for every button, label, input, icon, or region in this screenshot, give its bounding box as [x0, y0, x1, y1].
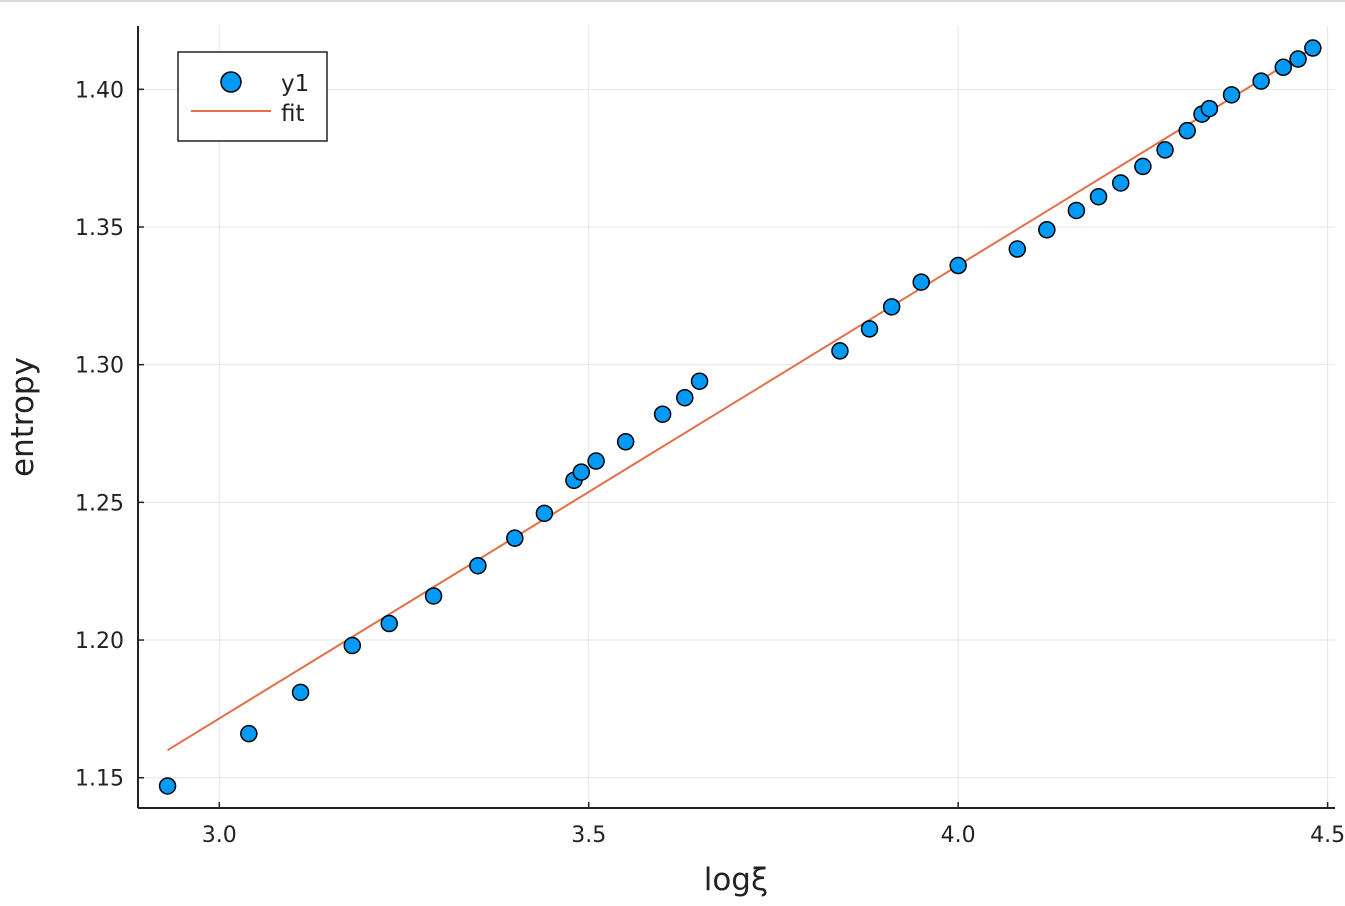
data-point	[1222, 86, 1241, 104]
data-point	[572, 463, 591, 481]
legend: y1 fit	[177, 51, 328, 142]
data-point	[690, 372, 709, 390]
data-point	[469, 556, 487, 575]
x-tick-label: 4.5	[1310, 823, 1345, 848]
fit-line	[167, 47, 1314, 752]
legend-marker-y1	[220, 71, 242, 93]
axes	[137, 26, 1335, 809]
data-point	[653, 405, 672, 423]
data-point	[587, 452, 605, 470]
data-point	[912, 273, 930, 291]
data-point	[240, 724, 258, 743]
data-point	[616, 433, 635, 451]
x-tick-label: 3.5	[571, 823, 606, 848]
y-tick-label: 1.15	[75, 767, 124, 792]
legend-label-y1: y1	[281, 71, 309, 97]
data-point	[1089, 187, 1108, 206]
data-point	[949, 256, 967, 275]
data-point	[1134, 157, 1152, 176]
y-tick-label: 1.40	[75, 78, 124, 103]
y-tick-label: 1.25	[75, 491, 124, 516]
x-tick-label: 4.0	[941, 823, 976, 848]
y-tick-label: 1.20	[75, 629, 124, 654]
data-point	[860, 320, 879, 338]
data-point	[831, 342, 849, 360]
fit-line-layer	[167, 47, 1314, 752]
y-axis-title: entropy	[5, 357, 41, 477]
data-point	[1038, 221, 1056, 239]
data-point	[1156, 141, 1174, 159]
data-point	[343, 636, 362, 655]
y-ticks: 1.15 1.20 1.25 1.30 1.35 1.40	[75, 78, 144, 792]
legend-label-fit: fit	[281, 101, 305, 127]
data-point	[1178, 121, 1196, 140]
x-tick-label: 3.0	[202, 823, 237, 848]
legend-box	[177, 51, 328, 142]
scatter-points	[158, 39, 1322, 795]
data-point	[882, 298, 901, 316]
data-point	[1252, 72, 1270, 90]
x-ticks: 3.0 3.5 4.0 4.5	[202, 802, 1345, 848]
data-point	[1067, 201, 1086, 220]
data-point	[1274, 58, 1293, 77]
top-border	[0, 0, 1345, 2]
data-point	[380, 614, 398, 633]
x-axis-title: logξ	[704, 862, 769, 898]
data-point	[1304, 39, 1322, 57]
data-point	[1200, 99, 1219, 118]
data-point	[676, 388, 694, 407]
data-point	[158, 777, 177, 795]
y-tick-label: 1.35	[75, 216, 124, 241]
data-point	[535, 504, 554, 523]
y-tick-label: 1.30	[75, 354, 124, 379]
data-point	[1111, 174, 1130, 192]
data-point	[506, 529, 524, 547]
data-point	[1289, 50, 1307, 68]
grid-lines	[138, 26, 1335, 808]
data-point	[291, 683, 310, 702]
data-point	[424, 587, 443, 605]
data-point	[1008, 240, 1027, 258]
